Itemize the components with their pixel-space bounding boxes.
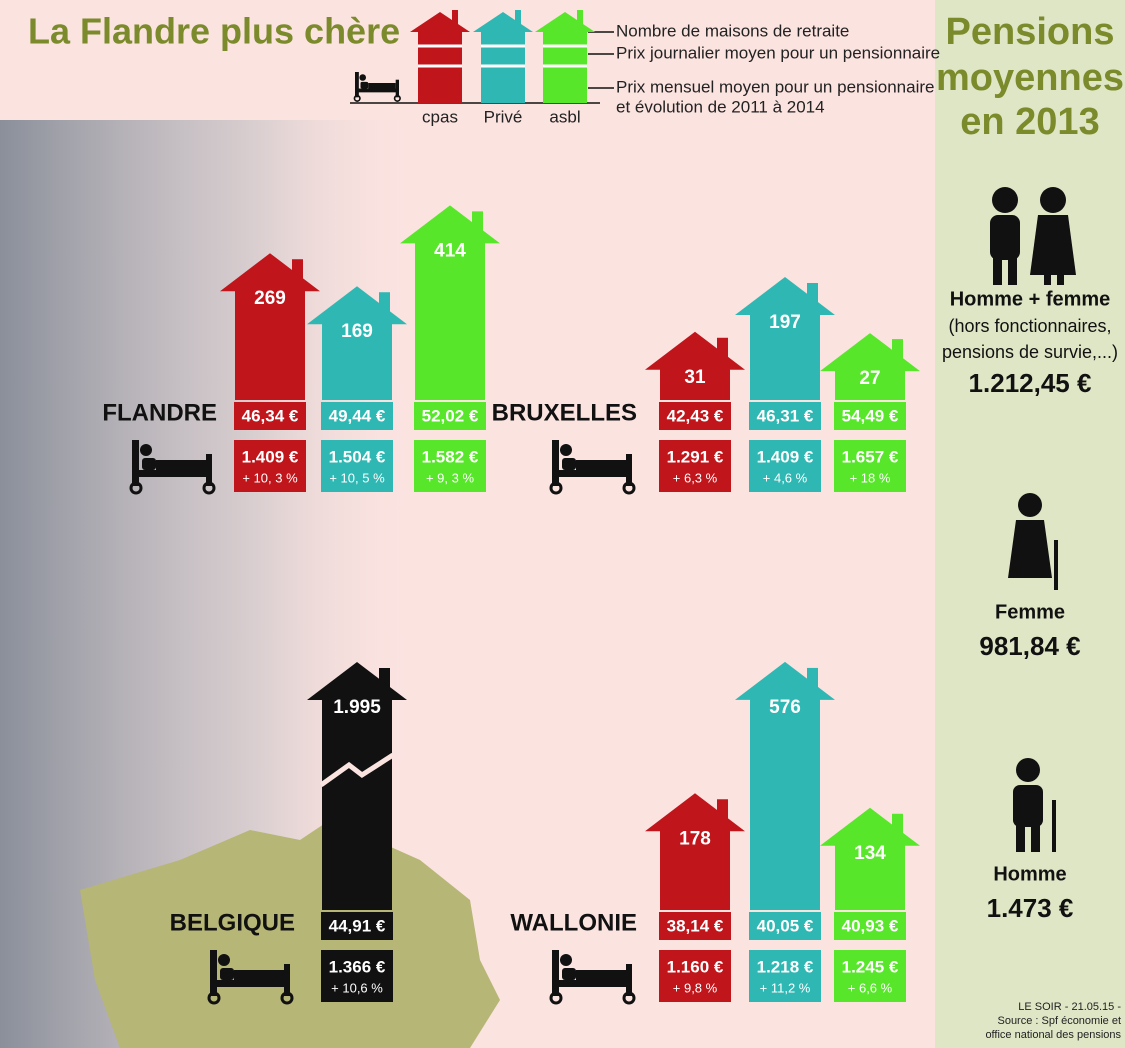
pension-note: (hors fonctionnaires,	[948, 316, 1111, 336]
bed-part	[576, 970, 626, 980]
pension-label: Femme	[995, 601, 1065, 623]
bed-part	[361, 82, 369, 89]
bed-part	[396, 80, 399, 98]
value-label: 197	[769, 312, 801, 333]
legend-text: Prix journalier moyen pour un pensionnai…	[616, 43, 940, 62]
monthly-price: 1.218 €	[757, 957, 814, 976]
bed-part	[552, 980, 632, 987]
monthly-price: 1.657 €	[842, 447, 899, 466]
price-change: + 6,3 %	[673, 470, 718, 485]
price-change: + 10, 3 %	[242, 470, 298, 485]
price-change: + 10,6 %	[331, 980, 383, 995]
bed-part	[234, 970, 284, 980]
panel-title: Pensions	[946, 11, 1115, 53]
source: office national des pensions	[985, 1029, 1121, 1041]
source: Source : Spf économie et	[997, 1015, 1121, 1027]
bed-part	[552, 440, 559, 486]
infographic: La Flandre plus chère Pensions moyennes …	[0, 0, 1125, 1048]
daily-price: 42,43 €	[667, 406, 724, 425]
price-change: + 10, 5 %	[329, 470, 385, 485]
chart-title: La Flandre plus chère	[28, 11, 400, 52]
pension-value: 1.473 €	[987, 893, 1074, 923]
monthly-price: 1.504 €	[329, 447, 386, 466]
panel-title: en 2013	[960, 101, 1099, 143]
value-label: 134	[854, 843, 886, 864]
legend-category: cpas	[422, 107, 458, 126]
bed-part	[210, 950, 217, 996]
bed-part	[355, 89, 399, 93]
value-label: 169	[341, 321, 373, 342]
bed-part	[140, 444, 152, 456]
daily-price: 52,02 €	[422, 406, 479, 425]
bed-part	[552, 950, 559, 996]
daily-price: 49,44 €	[329, 406, 386, 425]
price-change: + 4,6 %	[763, 470, 808, 485]
house-bar	[400, 205, 500, 400]
daily-price: 54,49 €	[842, 406, 899, 425]
bed-part	[626, 454, 632, 486]
monthly-price: 1.291 €	[667, 447, 724, 466]
bed-part	[552, 470, 632, 477]
pension-value: 981,84 €	[979, 631, 1080, 661]
bed-part	[220, 968, 234, 980]
price-change: + 18 %	[850, 470, 891, 485]
region-name: BELGIQUE	[170, 909, 295, 936]
monthly-price: 1.582 €	[422, 447, 479, 466]
legend-category: asbl	[549, 107, 580, 126]
monthly-price: 1.245 €	[842, 957, 899, 976]
value-label: 27	[859, 368, 880, 389]
price-change: + 9, 3 %	[426, 470, 474, 485]
value-label: 1.995	[333, 697, 381, 718]
daily-price: 40,05 €	[757, 916, 814, 935]
bed-part	[562, 968, 576, 980]
price-change: + 9,8 %	[673, 980, 718, 995]
bed-part	[210, 980, 290, 987]
bed-part	[355, 72, 359, 97]
source: LE SOIR - 21.05.15 -	[1018, 1001, 1121, 1013]
region-name: WALLONIE	[510, 909, 637, 936]
value-label: 414	[434, 240, 466, 261]
pension-label: Homme + femme	[950, 288, 1111, 310]
bed-part	[206, 454, 212, 486]
bed-part	[132, 440, 139, 486]
legend-category: Privé	[484, 107, 523, 126]
bed-part	[132, 470, 212, 477]
legend-text: et évolution de 2011 à 2014	[616, 97, 825, 116]
bed-part	[142, 458, 156, 470]
bed-part	[562, 458, 576, 470]
monthly-price: 1.409 €	[242, 447, 299, 466]
value-label: 269	[254, 288, 286, 309]
daily-price: 44,91 €	[329, 916, 386, 935]
daily-price: 46,34 €	[242, 406, 299, 425]
price-change: + 6,6 %	[848, 980, 893, 995]
bed-part	[359, 74, 366, 81]
pension-note: pensions de survie,...)	[942, 342, 1118, 362]
daily-price: 46,31 €	[757, 406, 814, 425]
monthly-price: 1.160 €	[667, 957, 724, 976]
monthly-price: 1.366 €	[329, 957, 386, 976]
value-label: 576	[769, 697, 801, 718]
pension-value: 1.212,45 €	[969, 368, 1092, 398]
price-change: + 11,2 %	[760, 980, 811, 995]
daily-price: 40,93 €	[842, 916, 899, 935]
value-label: 178	[679, 828, 711, 849]
bed-part	[560, 444, 572, 456]
bed-part	[218, 954, 230, 966]
bed-part	[576, 460, 626, 470]
region-name: BRUXELLES	[492, 399, 637, 426]
legend-text: Prix mensuel moyen pour un pensionnaire	[616, 77, 934, 96]
region-name: FLANDRE	[102, 399, 217, 426]
value-label: 31	[684, 367, 706, 388]
bed-part	[156, 460, 206, 470]
bed-part	[626, 964, 632, 996]
monthly-price: 1.409 €	[757, 447, 814, 466]
pension-label: Homme	[993, 863, 1066, 885]
bed-part	[560, 954, 572, 966]
panel-title: moyennes	[936, 57, 1124, 99]
daily-price: 38,14 €	[667, 916, 724, 935]
bed-part	[368, 83, 396, 89]
legend-text: Nombre de maisons de retraite	[616, 21, 849, 40]
bed-part	[284, 964, 290, 996]
